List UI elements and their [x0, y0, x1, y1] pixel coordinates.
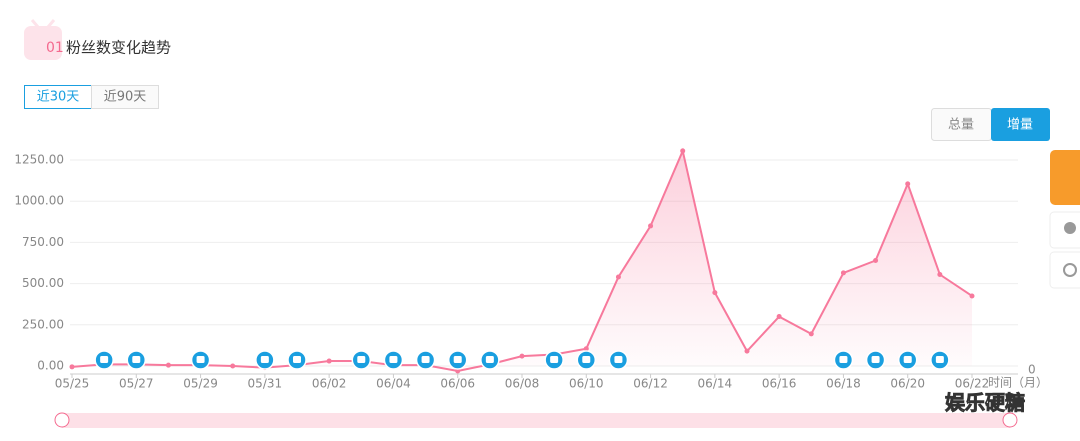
event-icon [100, 356, 109, 363]
area [72, 150, 972, 371]
x-tick-label: 06/02 [312, 377, 347, 391]
range-slider[interactable] [62, 413, 1010, 428]
y2-label: 0 [1028, 363, 1036, 377]
event-icon [453, 356, 462, 363]
point [969, 293, 975, 299]
tab-label[interactable]: 近30天 [37, 90, 80, 105]
event-icon [293, 356, 301, 363]
tab-90[interactable] [91, 85, 159, 109]
x-tick-label: 06/10 [569, 377, 604, 391]
event-icon [485, 356, 494, 363]
point [712, 290, 718, 296]
y-tick-label: 0.00 [37, 359, 64, 373]
x-tick-label: 06/08 [505, 377, 540, 391]
event-icon [614, 356, 623, 363]
x-tick-label: 06/16 [762, 377, 797, 391]
point [937, 272, 943, 278]
point [905, 181, 911, 187]
point [165, 362, 171, 368]
mode-increment[interactable] [991, 108, 1050, 141]
point [680, 148, 686, 154]
x-tick-label: 06/20 [890, 377, 925, 391]
x-tick-label: 05/31 [248, 377, 283, 391]
x-tick-label: 05/27 [119, 377, 154, 391]
event-icon [550, 356, 559, 363]
point [744, 348, 750, 354]
header-title: 粉丝数变化趋势 [66, 39, 171, 57]
x-tick-label: 06/18 [826, 377, 861, 391]
mode-label[interactable]: 增量 [1007, 118, 1033, 133]
header-icon [24, 26, 62, 60]
side-icon [1064, 222, 1076, 234]
point [873, 258, 879, 264]
tab-label[interactable]: 近90天 [104, 90, 147, 105]
side-button[interactable] [1049, 251, 1080, 289]
x-tick-label: 06/22 [955, 377, 990, 391]
event-icon [260, 356, 269, 363]
event-icon [839, 356, 848, 363]
event-icon [935, 356, 944, 363]
slider-handle[interactable] [1002, 412, 1018, 428]
point [326, 358, 332, 364]
event-icon [196, 356, 205, 363]
point [840, 270, 846, 276]
y-tick-label: 500.00 [22, 276, 64, 290]
event-icon [389, 356, 398, 363]
x-tick-label: 06/06 [440, 377, 475, 391]
point [776, 314, 782, 320]
x-tick-label: 06/12 [633, 377, 668, 391]
mode-label[interactable]: 总量 [948, 118, 974, 133]
slider-handle[interactable] [54, 412, 70, 428]
x-axis-label: 时间（月） [988, 376, 1048, 390]
side-icon [1063, 263, 1077, 277]
point [648, 223, 654, 229]
point [615, 274, 621, 280]
x-tick-label: 05/29 [183, 377, 218, 391]
point [455, 368, 461, 374]
point [69, 364, 75, 370]
y-tick-label: 1250.00 [14, 153, 64, 167]
event-icon [871, 356, 880, 363]
point [583, 346, 589, 352]
header-number: 01 [46, 40, 64, 56]
x-tick-label: 06/14 [698, 377, 733, 391]
point [230, 363, 236, 369]
event-icon [357, 356, 366, 363]
y-tick-label: 1000.00 [14, 194, 64, 208]
point [519, 353, 525, 359]
event-icon [132, 356, 141, 363]
y-tick-label: 250.00 [22, 317, 64, 331]
side-badge[interactable] [1050, 150, 1080, 205]
plot: 0.00 250.00 500.00 750.00 1000.00 1250.00 0时间（… [14, 147, 1048, 391]
point [808, 331, 814, 337]
event-icon [903, 356, 912, 363]
event-icon [421, 356, 430, 363]
x-tick-label: 06/04 [376, 377, 411, 391]
y-tick-label: 750.00 [22, 235, 64, 249]
watermark: 娱乐硬糖 [945, 391, 1025, 415]
x-tick-label: 05/25 [55, 377, 90, 391]
event-icon [582, 356, 591, 363]
